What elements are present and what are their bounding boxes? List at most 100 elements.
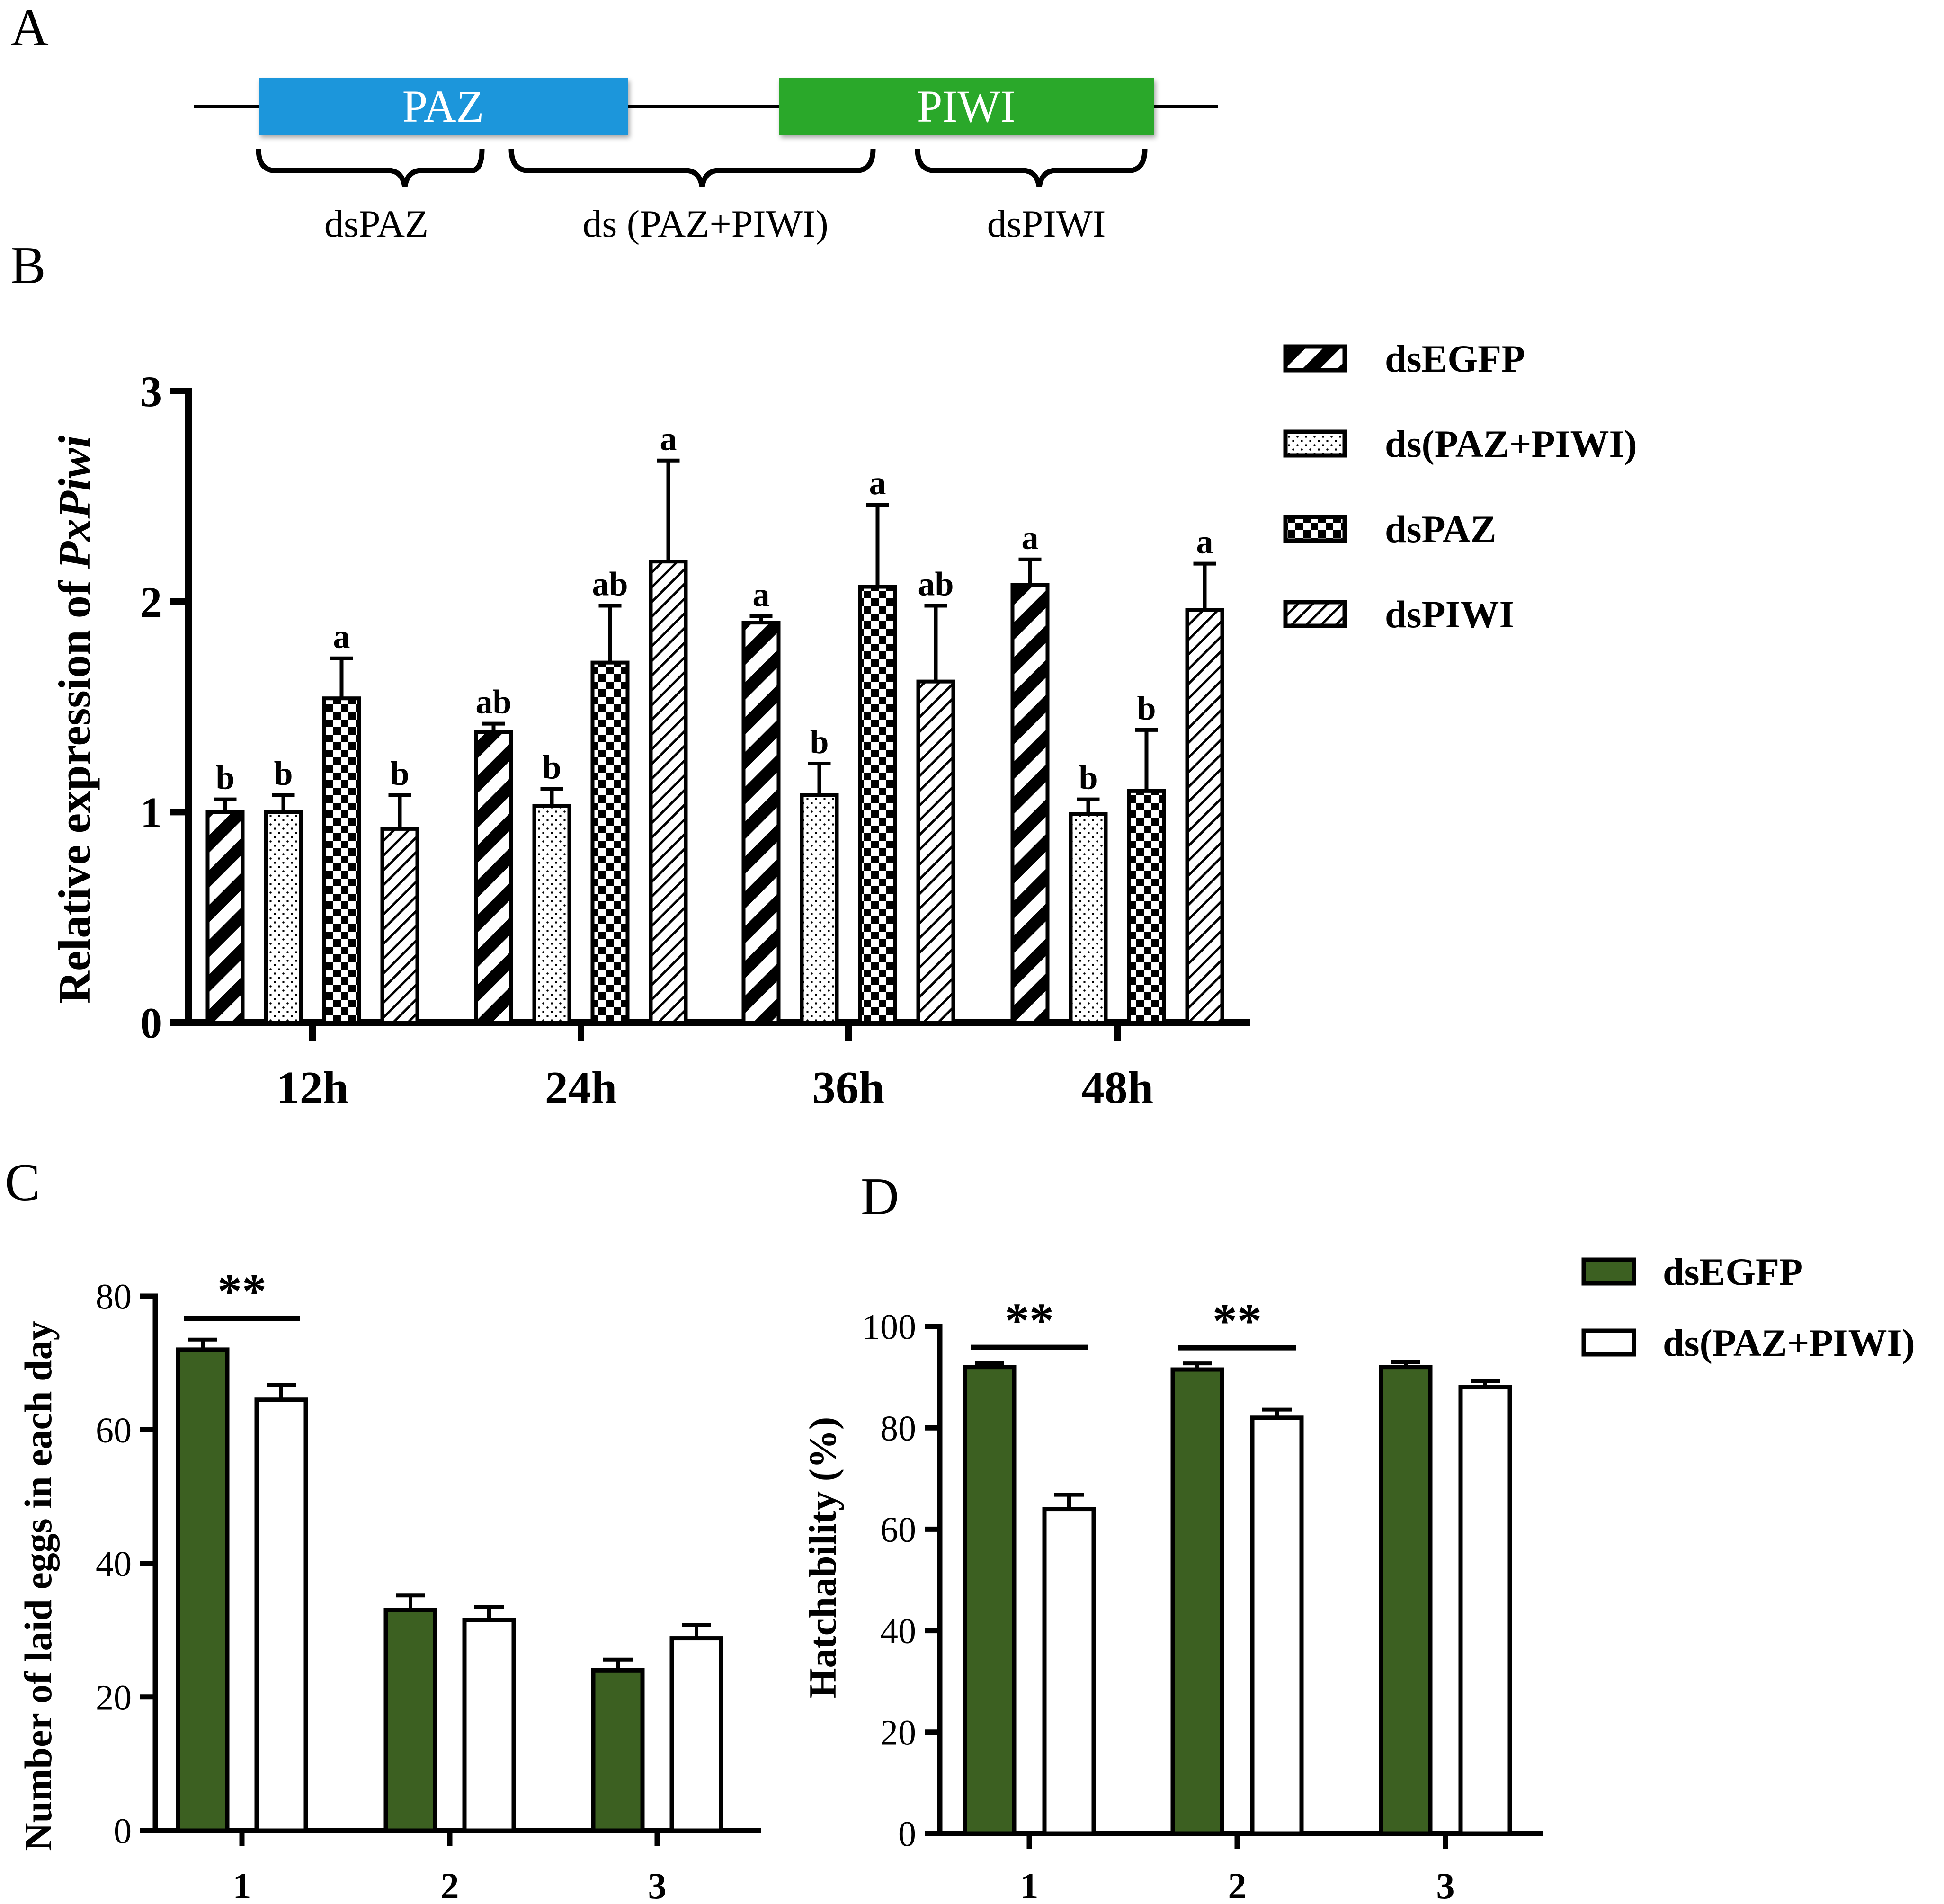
panel-b-bar-dsegfp — [474, 730, 513, 1024]
panel-d-bars: 1 2 3 ** ** — [963, 1293, 1512, 1904]
panel-b-letter: B — [10, 236, 46, 295]
dspiwi-bracket — [915, 149, 1148, 188]
panel-c: C Number of laid eggs in each day 0 20 40 6… — [5, 1153, 761, 1904]
panel-b-y-tick-label: 3 — [140, 367, 162, 416]
panel-b-significance-letter: a — [333, 618, 350, 656]
panel-d-bar-ds-paz-piwi — [1042, 1507, 1096, 1836]
panel-c-y-tick-label: 0 — [114, 1812, 132, 1851]
panel-b-bar-dspaz — [1127, 789, 1166, 1025]
piwi-domain-label: PIWI — [917, 81, 1016, 132]
panel-d-y-tick-label: 0 — [898, 1815, 916, 1854]
panel-b-significance-letter: b — [215, 759, 234, 797]
panel-b-bar-ds-paz-piwi — [532, 803, 571, 1024]
panel-b-bar-dspiwi — [1185, 608, 1224, 1025]
panel-b-bar-ds-paz-piwi — [1069, 812, 1108, 1025]
paz-domain-label: PAZ — [402, 81, 484, 132]
panel-b-legend-label: dsEGFP — [1385, 337, 1525, 380]
panel-b-significance-letter: ab — [918, 565, 954, 603]
panel-b-bar-dspiwi — [380, 827, 419, 1024]
panel-c-y-axis-title: Number of laid eggs in each day — [17, 1321, 60, 1851]
panel-c-x-category-label: 1 — [233, 1865, 251, 1904]
panel-b-x-category-label: 48h — [1081, 1062, 1154, 1113]
panel-b-y-axis-title-gene: PxPiwi — [49, 435, 100, 569]
panel-b-bar-dspaz — [858, 585, 897, 1025]
panel-d-x-category-label: 2 — [1228, 1865, 1247, 1904]
panel-d-bar-dsegfp — [963, 1365, 1017, 1836]
panel-b-legend-swatch — [1283, 429, 1347, 458]
panel-b-y-tick-label: 0 — [140, 999, 162, 1047]
panel-c-bar-dsegfp — [591, 1668, 645, 1833]
panel-b-legend-label: dsPAZ — [1385, 507, 1496, 551]
panel-b-significance-letter: a — [869, 464, 886, 502]
panel-d-bar-dsegfp — [1379, 1365, 1433, 1836]
panel-b-y-axis-title: Relative expression of PxPiwi — [49, 435, 100, 1004]
panel-c-y-tick-label: 60 — [96, 1411, 132, 1450]
panel-d-legend: dsEGFP ds(PAZ+PIWI) — [1581, 1250, 1915, 1364]
panel-b-bar-ds-paz-piwi — [264, 810, 303, 1025]
panel-d-significance-stars: ** — [1213, 1294, 1262, 1348]
panel-b-significance-letter: b — [1079, 759, 1097, 797]
panel-b-significance-letter: a — [753, 576, 770, 614]
panel-c-bar-dsegfp — [176, 1347, 230, 1833]
panel-b-legend-label: dsPIWI — [1385, 593, 1514, 636]
panel-b-significance-letter: a — [660, 420, 677, 458]
panel-b-significance-letter: ab — [475, 683, 511, 721]
panel-d-letter: D — [861, 1167, 899, 1226]
panel-b-legend-swatch — [1283, 600, 1347, 628]
panel-b-significance-letter: b — [390, 755, 409, 792]
panel-b-bar-dspaz — [322, 696, 361, 1025]
panel-b-bar-ds-paz-piwi — [800, 793, 839, 1024]
panel-c-bars: 1 2 3 ** — [176, 1264, 723, 1904]
panel-d-legend-label: dsEGFP — [1663, 1250, 1803, 1293]
panel-b-significance-letter: b — [1137, 689, 1156, 727]
panel-d-legend-swatch — [1581, 1328, 1636, 1357]
panel-a: A PAZ PIWI dsPAZ ds (PAZ+PIWI) dsPIWI — [10, 0, 1218, 245]
panel-b-bar-dsegfp — [1010, 583, 1050, 1025]
panel-c-bar-ds-paz-piwi — [254, 1397, 308, 1833]
panel-c-significance-stars: ** — [217, 1264, 267, 1319]
dspiwi-fragment-label: dsPIWI — [987, 202, 1106, 245]
panel-c-y-tick-label: 20 — [96, 1678, 132, 1717]
panel-b-y-tick-label: 2 — [140, 578, 162, 626]
panel-c-y-tick-label: 80 — [96, 1277, 132, 1317]
panel-d-significance-stars: ** — [1005, 1293, 1054, 1348]
panel-d-axes: 0 20 40 60 80 100 — [862, 1308, 1543, 1854]
panel-b-bar-dsegfp — [741, 621, 781, 1024]
panel-b-legend-label: ds(PAZ+PIWI) — [1385, 422, 1637, 465]
panel-d-y-axis-title: Hatchability (%) — [801, 1417, 844, 1698]
panel-b-significance-letter: b — [810, 723, 829, 761]
panel-b-y-axis-title-text: Relative expression of — [49, 569, 100, 1004]
panel-d-y-tick-label: 20 — [880, 1713, 916, 1753]
panel-d-legend-swatch — [1581, 1257, 1636, 1286]
panel-d-bar-dsegfp — [1170, 1367, 1224, 1836]
panel-c-x-category-label: 2 — [441, 1865, 459, 1904]
panel-c-axes: 0 20 40 60 80 — [96, 1277, 761, 1851]
panel-b-legend-swatch — [1283, 344, 1347, 373]
panel-b-significance-letter: a — [1196, 523, 1213, 561]
panel-b-y-tick-label: 1 — [140, 789, 162, 837]
panel-c-bar-dsegfp — [383, 1608, 437, 1833]
panel-c-letter: C — [5, 1153, 40, 1212]
panel-d-bar-ds-paz-piwi — [1250, 1415, 1304, 1836]
panel-b-x-category-label: 36h — [812, 1062, 885, 1113]
panel-c-bar-ds-paz-piwi — [669, 1636, 723, 1833]
panel-d-y-tick-label: 100 — [862, 1308, 916, 1347]
paz-domain-box — [259, 78, 628, 135]
panel-d-y-tick-label: 40 — [880, 1611, 916, 1651]
panel-b-significance-letter: b — [542, 748, 561, 786]
panel-b-bar-dspiwi — [916, 679, 955, 1024]
panel-b-legend-swatch — [1283, 515, 1347, 543]
panel-c-y-tick-label: 40 — [96, 1544, 132, 1584]
ds-paz-piwi-bracket — [508, 149, 876, 188]
ds-paz-piwi-fragment-label: ds (PAZ+PIWI) — [582, 202, 828, 245]
panel-b-significance-letter: a — [1022, 519, 1039, 557]
panel-a-letter: A — [10, 0, 49, 57]
panel-b-bar-dspiwi — [649, 560, 688, 1025]
panel-b-significance-letter: ab — [592, 565, 628, 603]
dspaz-fragment-label: dsPAZ — [324, 202, 428, 245]
panel-b-x-category-label: 24h — [545, 1062, 617, 1113]
